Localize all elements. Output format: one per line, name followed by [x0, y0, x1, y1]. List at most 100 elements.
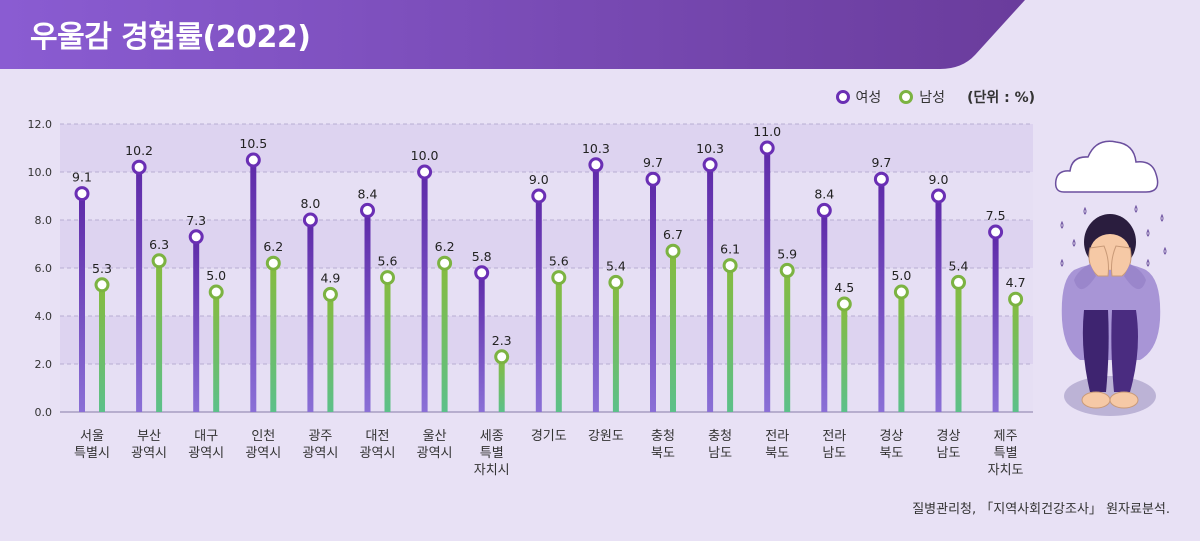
male-data-label: 4.5 — [834, 280, 854, 295]
male-marker — [494, 349, 510, 365]
male-data-label: 5.0 — [891, 268, 911, 283]
female-marker — [816, 202, 832, 218]
female-marker — [302, 212, 318, 228]
male-data-label: 6.3 — [149, 237, 169, 252]
female-marker — [188, 229, 204, 245]
x-category-label-line: 강원도 — [588, 429, 624, 444]
female-marker — [131, 159, 147, 175]
y-tick-label: 12.0 — [28, 118, 53, 131]
x-category-label: 울산 광역시 — [417, 429, 453, 461]
female-data-label: 8.4 — [814, 186, 834, 201]
x-category-label-line: 남도 — [937, 446, 961, 461]
male-marker — [265, 255, 281, 271]
crying-person-icon — [1054, 140, 1167, 416]
female-marker — [531, 188, 547, 204]
male-stem — [898, 292, 905, 412]
x-category-label: 전라 북도 — [765, 429, 789, 461]
female-marker — [474, 265, 490, 281]
female-data-label: 7.3 — [186, 213, 206, 228]
x-category-label-line: 전라 — [822, 429, 846, 444]
female-stem — [592, 164, 599, 412]
x-category-label-line: 울산 — [423, 429, 447, 444]
female-stem — [193, 236, 200, 412]
x-category-label-line: 부산 — [137, 429, 161, 444]
female-data-label: 10.5 — [239, 136, 267, 151]
female-marker — [588, 157, 604, 173]
male-data-label: 5.4 — [949, 258, 969, 273]
female-marker — [360, 202, 375, 218]
x-category-label-line: 광역시 — [245, 446, 281, 461]
legend-female-marker — [835, 90, 850, 104]
x-category-label-line: 광역시 — [302, 446, 338, 461]
x-category-label-line: 남도 — [822, 446, 846, 461]
y-tick-label: 10.0 — [28, 166, 53, 179]
y-tick-label: 6.0 — [35, 262, 53, 275]
male-marker — [322, 286, 338, 302]
x-category-label-line: 대전 — [366, 429, 390, 444]
male-marker — [551, 270, 567, 286]
female-stem — [79, 193, 85, 412]
male-stem — [99, 284, 105, 412]
male-stem — [270, 263, 277, 412]
male-marker — [437, 255, 453, 271]
x-category-label-line: 광역시 — [131, 446, 167, 461]
male-marker — [608, 274, 624, 290]
female-data-label: 10.2 — [125, 143, 153, 158]
title-banner: 우울감 경험률(2022) — [0, 0, 1025, 70]
x-category-label-line: 특별 — [994, 446, 1018, 461]
male-stem — [156, 260, 163, 412]
female-data-label: 10.3 — [582, 141, 610, 156]
x-category-label-line: 광역시 — [360, 446, 396, 461]
legend-male-marker — [899, 90, 914, 104]
plot-band — [60, 172, 1033, 220]
male-stem — [1012, 299, 1019, 412]
x-category-label: 강원도 — [588, 429, 624, 444]
female-marker — [417, 164, 433, 180]
x-category-label: 경상 남도 — [937, 429, 961, 461]
male-stem — [670, 251, 676, 412]
plot-band — [60, 364, 1033, 412]
female-stem — [935, 196, 942, 412]
female-stem — [250, 160, 257, 412]
male-data-label: 5.4 — [606, 258, 626, 273]
lollipop-chart: 0.0 2.0 4.0 6.0 8.0 10.0 12.0 9.1 5.3 10.2 6.3 7.3… — [28, 118, 1033, 478]
male-marker — [722, 258, 738, 274]
female-stem — [878, 179, 885, 412]
female-stem — [650, 179, 656, 412]
legend-female-label: 여성 — [855, 90, 882, 106]
male-stem — [327, 294, 334, 412]
male-stem — [441, 263, 448, 412]
female-stem — [136, 167, 143, 412]
x-category-label: 충청 북도 — [651, 429, 675, 461]
x-category-label-line: 세종 — [480, 429, 504, 444]
female-data-label: 10.3 — [696, 141, 724, 156]
x-category-label: 대구 광역시 — [188, 429, 224, 461]
female-data-label: 11.0 — [753, 124, 781, 139]
female-data-label: 9.1 — [72, 170, 92, 185]
x-category-label: 경기도 — [531, 429, 567, 444]
unit-label: (단위 : %) — [967, 90, 1035, 106]
y-tick-label: 8.0 — [35, 214, 53, 227]
male-marker — [380, 270, 395, 286]
male-marker — [951, 274, 966, 290]
x-category-label-line: 북도 — [765, 446, 789, 461]
female-data-label: 9.0 — [929, 172, 949, 187]
legend-male-label: 남성 — [919, 90, 946, 106]
female-stem — [992, 232, 999, 412]
x-category-label: 세종 특별 자치시 — [474, 429, 510, 478]
chart-marks: 9.1 5.3 10.2 6.3 7.3 5.0 10.5 6.2 8.0 4.9 8.4 5.6 10… — [72, 124, 1026, 412]
x-category-label-line: 경기도 — [531, 429, 567, 444]
female-stem — [535, 196, 542, 412]
male-marker — [208, 284, 224, 300]
male-data-label: 5.6 — [549, 254, 569, 269]
female-data-label: 8.0 — [300, 196, 320, 211]
female-data-label: 5.8 — [472, 249, 492, 264]
female-stem — [478, 272, 485, 412]
x-category-label-line: 대구 — [194, 429, 218, 444]
x-category-label-line: 남도 — [708, 446, 732, 461]
female-stem — [364, 210, 371, 412]
female-stem — [707, 164, 714, 412]
female-data-label: 9.7 — [643, 155, 663, 170]
